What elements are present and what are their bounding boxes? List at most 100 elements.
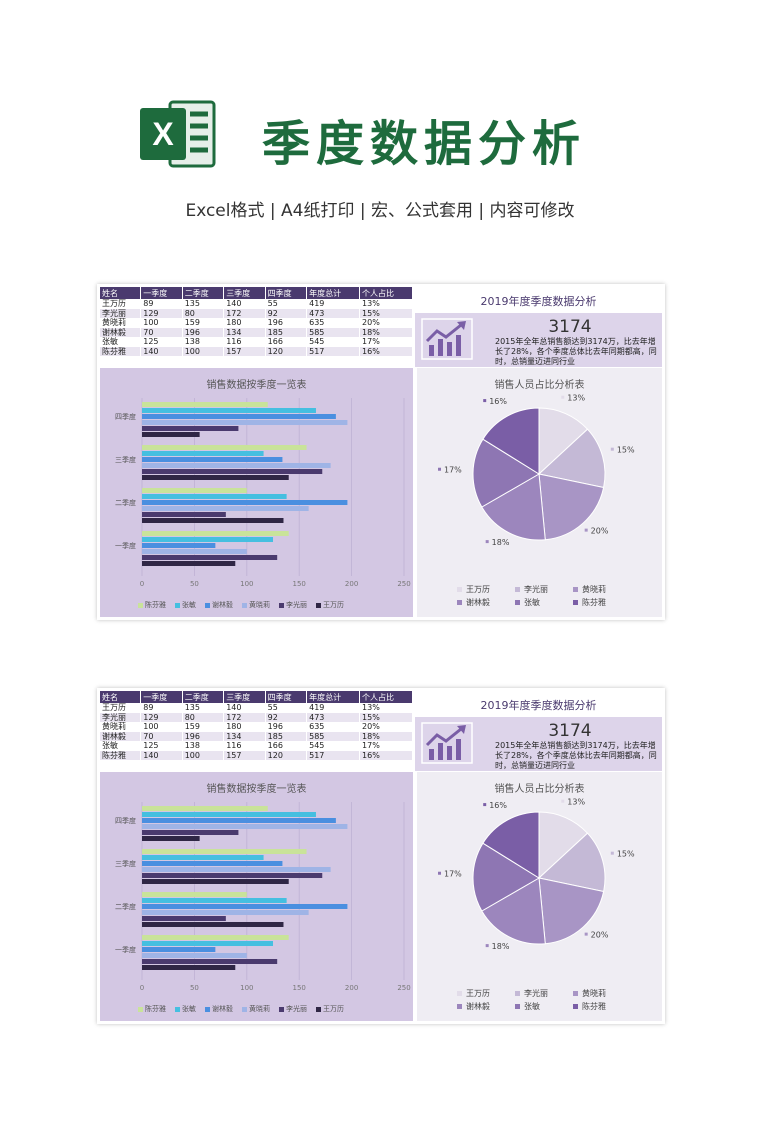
x-tick-label: 100	[240, 580, 253, 588]
pie-data-label: 18%	[492, 942, 510, 951]
bar	[142, 494, 287, 499]
bar	[142, 463, 331, 468]
table-cell: 70	[140, 327, 183, 337]
table-cell: 140	[223, 703, 266, 713]
legend-label: 陈芬雅	[145, 601, 166, 609]
y-category-label: 二季度	[115, 902, 136, 911]
table-cell: 谢林毅	[100, 327, 142, 337]
pie-label-marker	[438, 871, 442, 875]
table-cell: 172	[223, 712, 266, 722]
legend-label: 李光丽	[524, 989, 548, 998]
pie-chart-title: 销售人员占比分析表	[494, 784, 585, 795]
y-category-label: 四季度	[115, 412, 136, 421]
table-cell: 80	[182, 308, 225, 318]
table-cell: 116	[223, 337, 266, 347]
legend-item: 李光丽	[279, 1004, 307, 1014]
x-tick-label: 250	[397, 984, 410, 992]
table-cell: 18%	[359, 731, 413, 741]
table-header-row: 姓名 一季度 二季度 三季度 四季度 年度总计 个人占比	[100, 691, 413, 703]
table-cell: 125	[140, 337, 183, 347]
table-cell: 92	[265, 308, 308, 318]
bar	[142, 518, 284, 523]
table-cell: 635	[306, 318, 361, 328]
column-header: 二季度	[182, 691, 225, 703]
table-cell: 80	[182, 712, 225, 722]
legend-swatch	[175, 602, 180, 608]
legend-item: 谢林毅	[205, 1004, 233, 1014]
pie-slice	[538, 811, 589, 880]
table-cell: 15%	[359, 308, 413, 318]
growth-chart-icon	[421, 318, 473, 360]
pie-label-marker	[610, 851, 614, 855]
table-cell: 135	[182, 299, 225, 309]
table-row: 黄晓莉 100 159 180 196 635 20%	[100, 722, 413, 732]
pie-slice	[482, 407, 540, 475]
table-cell: 100	[182, 346, 225, 356]
table-cell: 166	[265, 741, 308, 751]
x-tick-label: 150	[293, 580, 306, 588]
legend-swatch	[515, 991, 520, 996]
table-cell: 100	[140, 722, 183, 732]
column-header: 姓名	[100, 287, 142, 299]
table-cell: 116	[223, 741, 266, 751]
kpi-panel: 2019年度季度数据分析 3174 2015年全年总销售额达到3174万，比去年…	[415, 287, 662, 367]
legend-item: 李光丽	[515, 584, 573, 597]
table-cell: 166	[265, 337, 308, 347]
legend-item: 陈芬雅	[573, 1001, 631, 1014]
table-cell: 55	[265, 703, 308, 713]
bar-chart-panel: 销售数据按季度一览表 0 50 100 150 200 250 一季度 二季度 三季度 四季度 陈…	[100, 368, 413, 617]
column-header: 四季度	[265, 287, 308, 299]
legend-swatch	[316, 1006, 321, 1012]
table-cell: 张敏	[100, 337, 142, 347]
table-cell: 17%	[359, 337, 413, 347]
table-cell: 89	[140, 703, 183, 713]
bar	[142, 549, 247, 554]
legend-item: 陈芬雅	[138, 1004, 166, 1014]
table-cell: 545	[306, 741, 361, 751]
legend-swatch	[242, 1006, 247, 1012]
table-row: 黄晓莉 100 159 180 196 635 20%	[100, 318, 413, 328]
table-cell: 517	[306, 750, 361, 760]
pie-label-marker	[483, 803, 487, 807]
pie-data-label: 13%	[567, 394, 585, 403]
y-category-label: 二季度	[115, 498, 136, 507]
legend-item: 谢林毅	[457, 1001, 515, 1014]
bar	[142, 830, 239, 835]
legend-label: 黄晓莉	[582, 585, 606, 594]
table-row: 李光丽 129 80 172 92 473 15%	[100, 308, 413, 318]
table-cell: 13%	[359, 703, 413, 713]
legend-item: 张敏	[175, 600, 196, 610]
column-header: 二季度	[182, 287, 225, 299]
table-cell: 陈芬雅	[100, 750, 142, 760]
sales-table: 姓名 一季度 二季度 三季度 四季度 年度总计 个人占比 王万历 89 135 140 55 419 1…	[100, 691, 413, 760]
bar	[142, 555, 278, 560]
table-cell: 134	[223, 731, 266, 741]
bar	[142, 561, 236, 566]
table-cell: 585	[306, 327, 361, 337]
legend-swatch	[573, 587, 578, 592]
pie-slice	[472, 842, 540, 912]
pie-slice	[538, 877, 605, 945]
bar-chart: 0 50 100 150 200 250 一季度 二季度 三季度 四季度	[115, 398, 411, 588]
legend-swatch	[279, 602, 284, 608]
bar	[142, 402, 268, 407]
pie-slice	[537, 428, 606, 489]
preview-sheet-2: 姓名 一季度 二季度 三季度 四季度 年度总计 个人占比 王万历 89 135 140 55 419 1…	[97, 688, 665, 1024]
table-row: 李光丽 129 80 172 92 473 15%	[100, 712, 413, 722]
bar	[142, 812, 316, 817]
table-cell: 55	[265, 299, 308, 309]
bar	[142, 475, 289, 480]
page-subtitle: Excel格式 | A4纸打印 | 宏、公式套用 | 内容可修改	[185, 201, 575, 221]
column-header: 个人占比	[359, 287, 413, 299]
table-cell: 陈芬雅	[100, 346, 142, 356]
preview-sheet-1: 姓名 一季度 二季度 三季度 四季度 年度总计 个人占比 王万历 89 135 140 55 419 1…	[97, 284, 665, 620]
legend-label: 谢林毅	[212, 1005, 233, 1013]
pie-label-marker	[610, 447, 614, 451]
table-cell: 138	[182, 337, 225, 347]
legend-swatch	[457, 991, 462, 996]
legend-label: 陈芬雅	[145, 1005, 166, 1013]
pie-data-label: 17%	[444, 870, 462, 879]
bar	[142, 500, 348, 505]
table-cell: 196	[182, 327, 225, 337]
pie-label-marker	[485, 540, 489, 544]
